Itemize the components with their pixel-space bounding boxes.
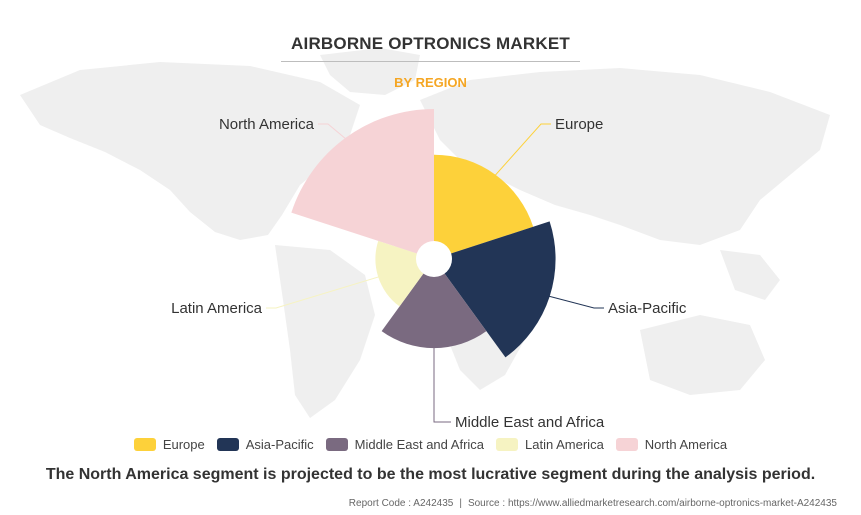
legend-item-latin-america[interactable]: Latin America	[496, 437, 604, 452]
slice-north-america[interactable]	[291, 109, 434, 259]
leader-line-latin-america	[266, 275, 383, 309]
legend-item-asia-pacific[interactable]: Asia-Pacific	[216, 437, 314, 452]
chart-title: AIRBORNE OPTRONICS MARKET	[291, 34, 570, 53]
leader-line-asia-pacific	[545, 294, 604, 309]
report-code: Report Code : A242435	[348, 498, 454, 509]
legend-swatch	[325, 438, 348, 451]
legend-item-north-america[interactable]: North America	[615, 437, 728, 452]
slice-label-europe: Europe	[555, 116, 603, 133]
leader-line-middle-east-and-africa	[433, 344, 451, 423]
legend-label: North America	[644, 437, 728, 452]
chart-headline: The North America segment is projected t…	[45, 466, 816, 483]
leader-line-europe	[492, 123, 551, 179]
chart-legend: Europe Asia-Pacific Middle East and Africa…	[0, 437, 861, 452]
source-link[interactable]: Source : https://www.alliedmarketresearc…	[467, 498, 837, 509]
slice-label-middle-east-and-africa: Middle East and Africa	[455, 414, 605, 431]
slice-middle-east-and-africa[interactable]	[381, 259, 487, 349]
slice-label-latin-america: Latin America	[171, 300, 263, 317]
chart-subtitle: BY REGION	[394, 75, 467, 90]
legend-label: Europe	[162, 437, 205, 452]
legend-swatch	[216, 438, 239, 451]
legend-label: Latin America	[525, 437, 604, 452]
legend-swatch	[496, 438, 519, 451]
legend-label: Asia-Pacific	[245, 437, 314, 452]
legend-swatch	[615, 438, 638, 451]
chart-center-hole	[416, 241, 452, 277]
legend-label: Middle East and Africa	[354, 437, 485, 452]
slice-label-asia-pacific: Asia-Pacific	[608, 300, 687, 317]
slice-europe[interactable]	[434, 154, 534, 259]
legend-item-middle-east-and-africa[interactable]: Middle East and Africa	[325, 437, 485, 452]
title-underline	[281, 61, 580, 62]
legend-swatch	[133, 438, 156, 451]
chart-footer: Report Code : A242435 | Source : https://w…	[349, 498, 837, 509]
legend-item-europe[interactable]: Europe	[133, 437, 205, 452]
leader-line-north-america	[318, 123, 349, 142]
footer-separator: |	[459, 498, 462, 509]
slice-label-north-america: North America	[219, 116, 315, 133]
slice-asia-pacific[interactable]	[434, 221, 556, 358]
